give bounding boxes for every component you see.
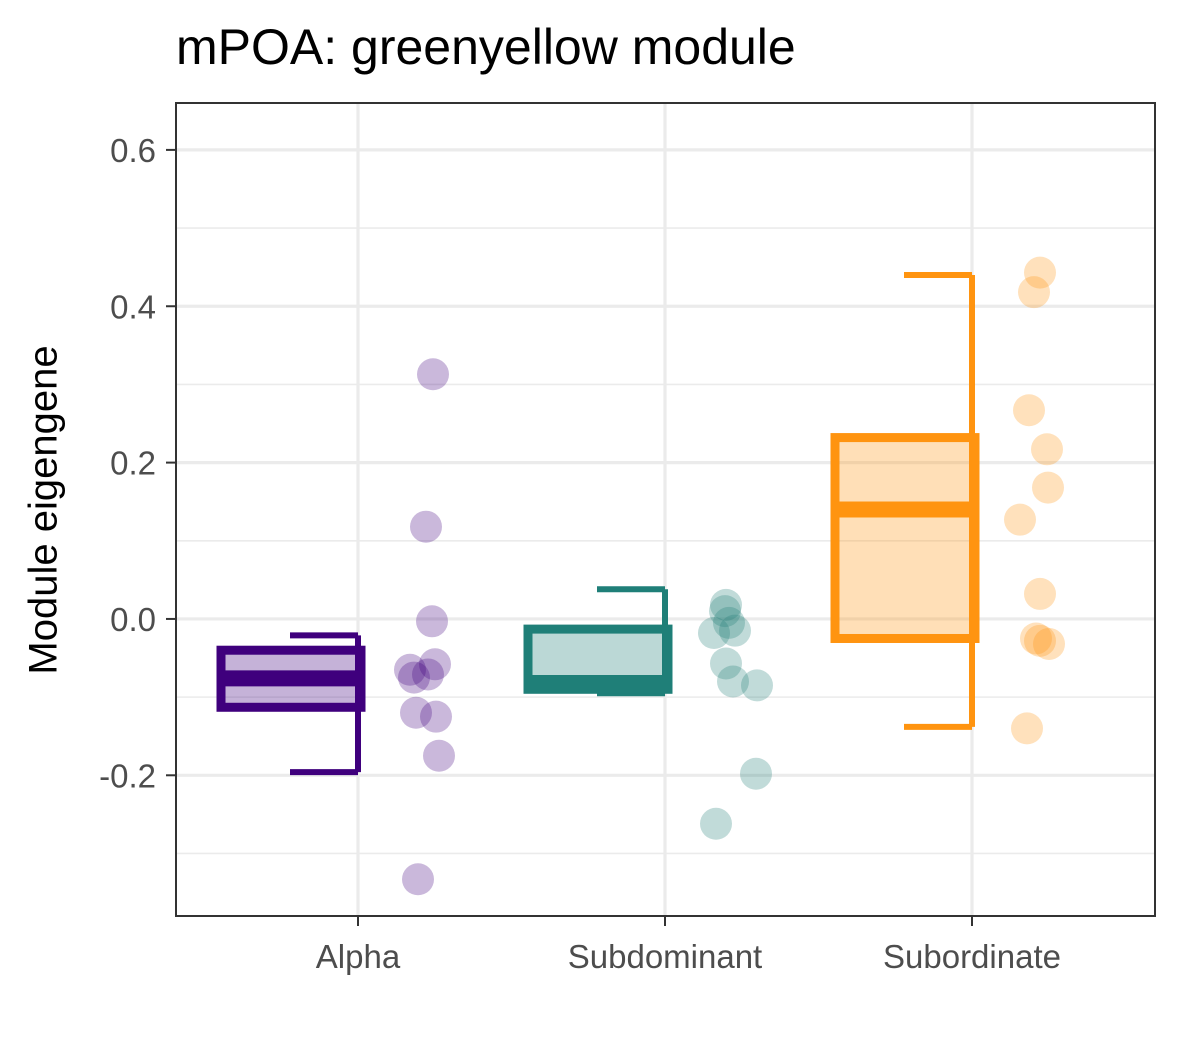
x-tick-label: Subordinate [883, 938, 1061, 975]
data-point [710, 588, 742, 621]
data-point [710, 647, 742, 680]
data-point [416, 605, 448, 638]
data-point [1024, 256, 1056, 289]
box-subordinate [830, 433, 980, 643]
data-point [1011, 712, 1043, 745]
data-point [402, 863, 434, 896]
y-tick-label: -0.2 [99, 757, 156, 794]
x-tick-label: Alpha [316, 938, 401, 975]
y-tick-label: 0.4 [110, 288, 156, 325]
y-tick-label: 0.0 [110, 601, 156, 638]
data-point [1013, 394, 1045, 427]
data-point [417, 358, 449, 391]
data-point [394, 653, 426, 686]
data-point [1020, 622, 1052, 655]
data-point [1024, 577, 1056, 610]
data-point [1004, 503, 1036, 536]
data-point [410, 510, 442, 543]
y-tick-label: 0.2 [110, 445, 156, 482]
data-point [713, 606, 745, 639]
data-point [1033, 627, 1065, 660]
data-point [419, 648, 451, 681]
data-point [740, 757, 772, 790]
data-point [400, 696, 432, 729]
data-point [719, 614, 751, 647]
y-tick-label: 0.6 [110, 132, 156, 169]
data-point [1032, 471, 1064, 504]
x-tick-label: Subdominant [568, 938, 762, 975]
data-point [709, 595, 741, 628]
chart-title: mPOA: greenyellow module [176, 19, 796, 75]
data-point [1018, 276, 1050, 309]
data-point [412, 658, 444, 691]
data-point [423, 739, 455, 772]
data-point [420, 700, 452, 733]
data-point [717, 665, 749, 698]
data-point [1031, 433, 1063, 466]
data-point [698, 617, 730, 650]
data-point [398, 661, 430, 694]
data-point [741, 669, 773, 702]
data-point [700, 807, 732, 840]
data-point [1024, 624, 1056, 657]
